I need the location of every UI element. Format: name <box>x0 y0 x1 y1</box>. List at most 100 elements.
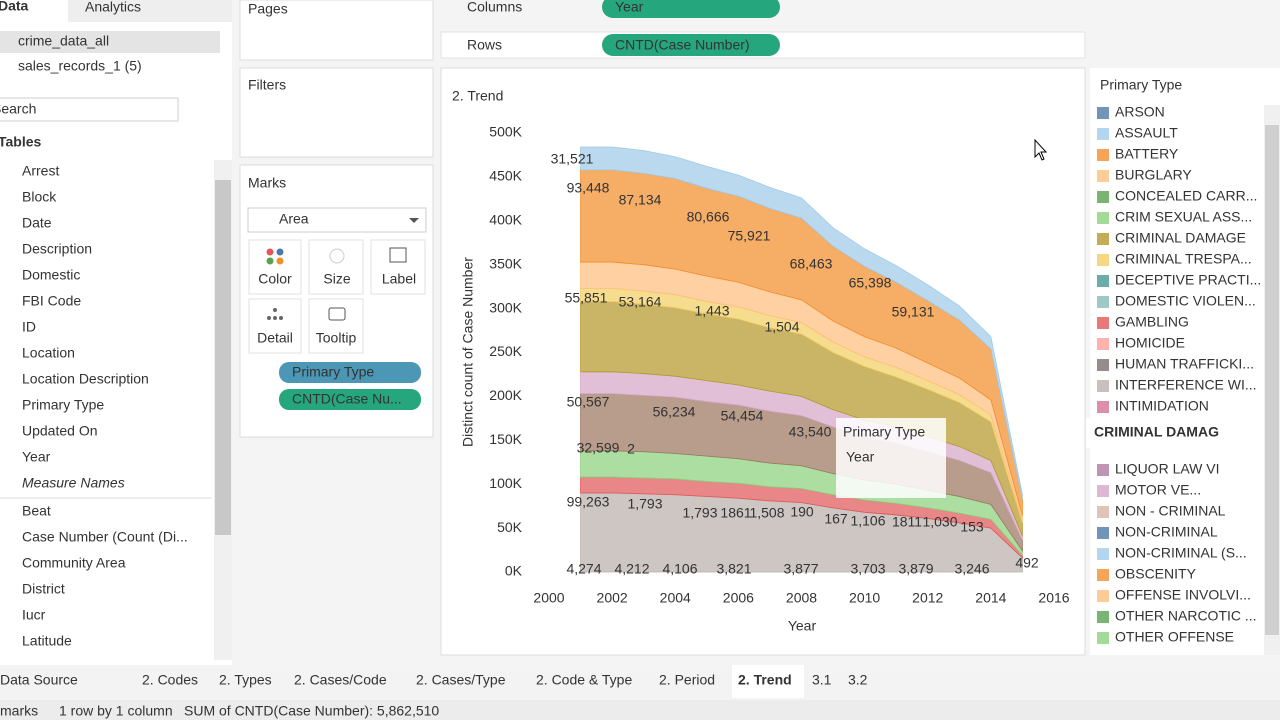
data-label: 59,131 <box>892 304 935 320</box>
columns-pill[interactable] <box>602 0 780 18</box>
scroll-thumb[interactable] <box>215 180 231 535</box>
legend-label: HUMAN TRAFFICKI... <box>1115 356 1254 372</box>
data-label: 1,793 <box>627 496 662 512</box>
data-label: 43,540 <box>789 424 832 440</box>
data-label: 3,877 <box>783 561 818 577</box>
data-label: 55,851 <box>565 290 608 306</box>
dimension-field: Location Description <box>22 371 149 387</box>
color-pill-label: Primary Type <box>292 364 374 380</box>
x-tick-label: 2006 <box>723 590 754 606</box>
color-button[interactable] <box>248 239 302 295</box>
measure-field: Latitude <box>22 633 72 649</box>
legend-label: DECEPTIVE PRACTI... <box>1115 272 1261 288</box>
legend-swatch <box>1097 380 1109 392</box>
data-label: 80,666 <box>687 209 730 225</box>
y-tick-label: 350K <box>489 255 522 271</box>
legend-swatch <box>1097 296 1109 308</box>
legend-label: NON-CRIMINAL (S... <box>1115 545 1247 561</box>
color-icon <box>266 248 284 265</box>
active-tab <box>732 665 804 698</box>
mark-type-dropdown[interactable] <box>247 207 427 233</box>
color-pill[interactable] <box>279 362 421 383</box>
search-box[interactable] <box>0 97 179 122</box>
rows-label: Rows <box>467 37 502 53</box>
dropdown-arrow <box>409 218 419 223</box>
data-label: 1,106 <box>850 513 885 529</box>
analytics-tab-bg[interactable] <box>68 0 232 22</box>
legend-swatch <box>1097 632 1109 644</box>
rows-pill[interactable] <box>602 34 780 56</box>
legend-label: GAMBLING <box>1115 314 1189 330</box>
sheet-tab[interactable]: Data Source <box>0 672 78 688</box>
sheet-tab[interactable]: 2. Period <box>659 672 715 688</box>
columns-label: Columns <box>467 0 522 15</box>
legend-swatch <box>1097 611 1109 623</box>
legend-swatch <box>1097 569 1109 581</box>
filters-card <box>239 67 434 158</box>
label-button[interactable] <box>370 239 426 295</box>
sheet-tab[interactable]: 2. Code & Type <box>536 672 632 688</box>
legend-card <box>1090 68 1280 655</box>
size-icon <box>329 248 345 264</box>
data-label: 4,212 <box>614 561 649 577</box>
sheet-tab[interactable]: 2. Codes <box>142 672 198 688</box>
data-label: 50,567 <box>567 394 610 410</box>
mark-button-label: Tooltip <box>316 330 357 346</box>
tab-bar <box>0 665 1280 698</box>
legend-label: MOTOR VE... <box>1115 482 1201 498</box>
data-label: 75,921 <box>728 228 771 244</box>
pages-card <box>239 0 434 61</box>
data-label: 1,030 <box>922 514 957 530</box>
x-tick-label: 2004 <box>660 590 691 606</box>
data-label: 65,398 <box>849 275 892 291</box>
measure-field: Community Area <box>22 555 126 571</box>
x-tick-label: 2000 <box>533 590 564 606</box>
chart-title: 2. Trend <box>452 88 503 104</box>
sheet-tab[interactable]: 2. Cases/Type <box>416 672 506 688</box>
x-tick-label: 2012 <box>912 590 943 606</box>
tooltip <box>836 418 946 498</box>
x-axis-title: Year <box>788 618 817 634</box>
source-highlight <box>0 31 220 53</box>
y-tick-label: 100K <box>489 475 522 491</box>
legend-swatch <box>1097 212 1109 224</box>
legend-label: INTERFERENCE WI... <box>1115 377 1257 393</box>
dimension-field: Description <box>22 241 92 257</box>
data-label: 1,793 <box>682 505 717 521</box>
legend-label: OBSCENITY <box>1115 566 1197 582</box>
data-label: 3,821 <box>716 561 751 577</box>
legend-swatch <box>1097 464 1109 476</box>
legend-swatch <box>1097 527 1109 539</box>
detail-button[interactable] <box>248 298 302 354</box>
x-tick-label: 2010 <box>849 590 880 606</box>
data-label: 1,443 <box>694 303 729 319</box>
dimension-field: Date <box>22 215 52 231</box>
legend-label: OTHER NARCOTIC ... <box>1115 608 1257 624</box>
sheet-tab[interactable]: 3.1 <box>812 672 832 688</box>
status-text: 1 row by 1 column <box>59 703 173 719</box>
columns-pill-label: Year <box>615 0 644 15</box>
label-pill[interactable] <box>279 389 421 410</box>
sheet-tab[interactable]: 2. Types <box>219 672 272 688</box>
legend-label: BURGLARY <box>1115 167 1192 183</box>
mark-type: Area <box>279 211 309 227</box>
mark-button-label: Label <box>382 271 416 287</box>
sheet-tab[interactable]: 2. Trend <box>738 672 792 688</box>
sheet-tab[interactable]: 2. Cases/Code <box>294 672 387 688</box>
data-label: 54,454 <box>721 408 764 424</box>
tooltip-icon <box>328 307 346 321</box>
data-label: 1,504 <box>764 319 799 335</box>
x-tick-label: 2016 <box>1038 590 1069 606</box>
status-text: SUM of CNTD(Case Number): 5,862,510 <box>184 703 439 719</box>
legend-label: CONCEALED CARR... <box>1115 188 1257 204</box>
tables-heading: Tables <box>0 134 42 150</box>
dimension-field: Domestic <box>22 267 80 283</box>
legend-scroll-thumb[interactable] <box>1265 125 1279 635</box>
sheet-tab[interactable]: 3.2 <box>848 672 868 688</box>
legend-swatch <box>1097 548 1109 560</box>
analytics-tab[interactable]: Analytics <box>85 0 141 15</box>
legend-swatch <box>1097 485 1109 497</box>
